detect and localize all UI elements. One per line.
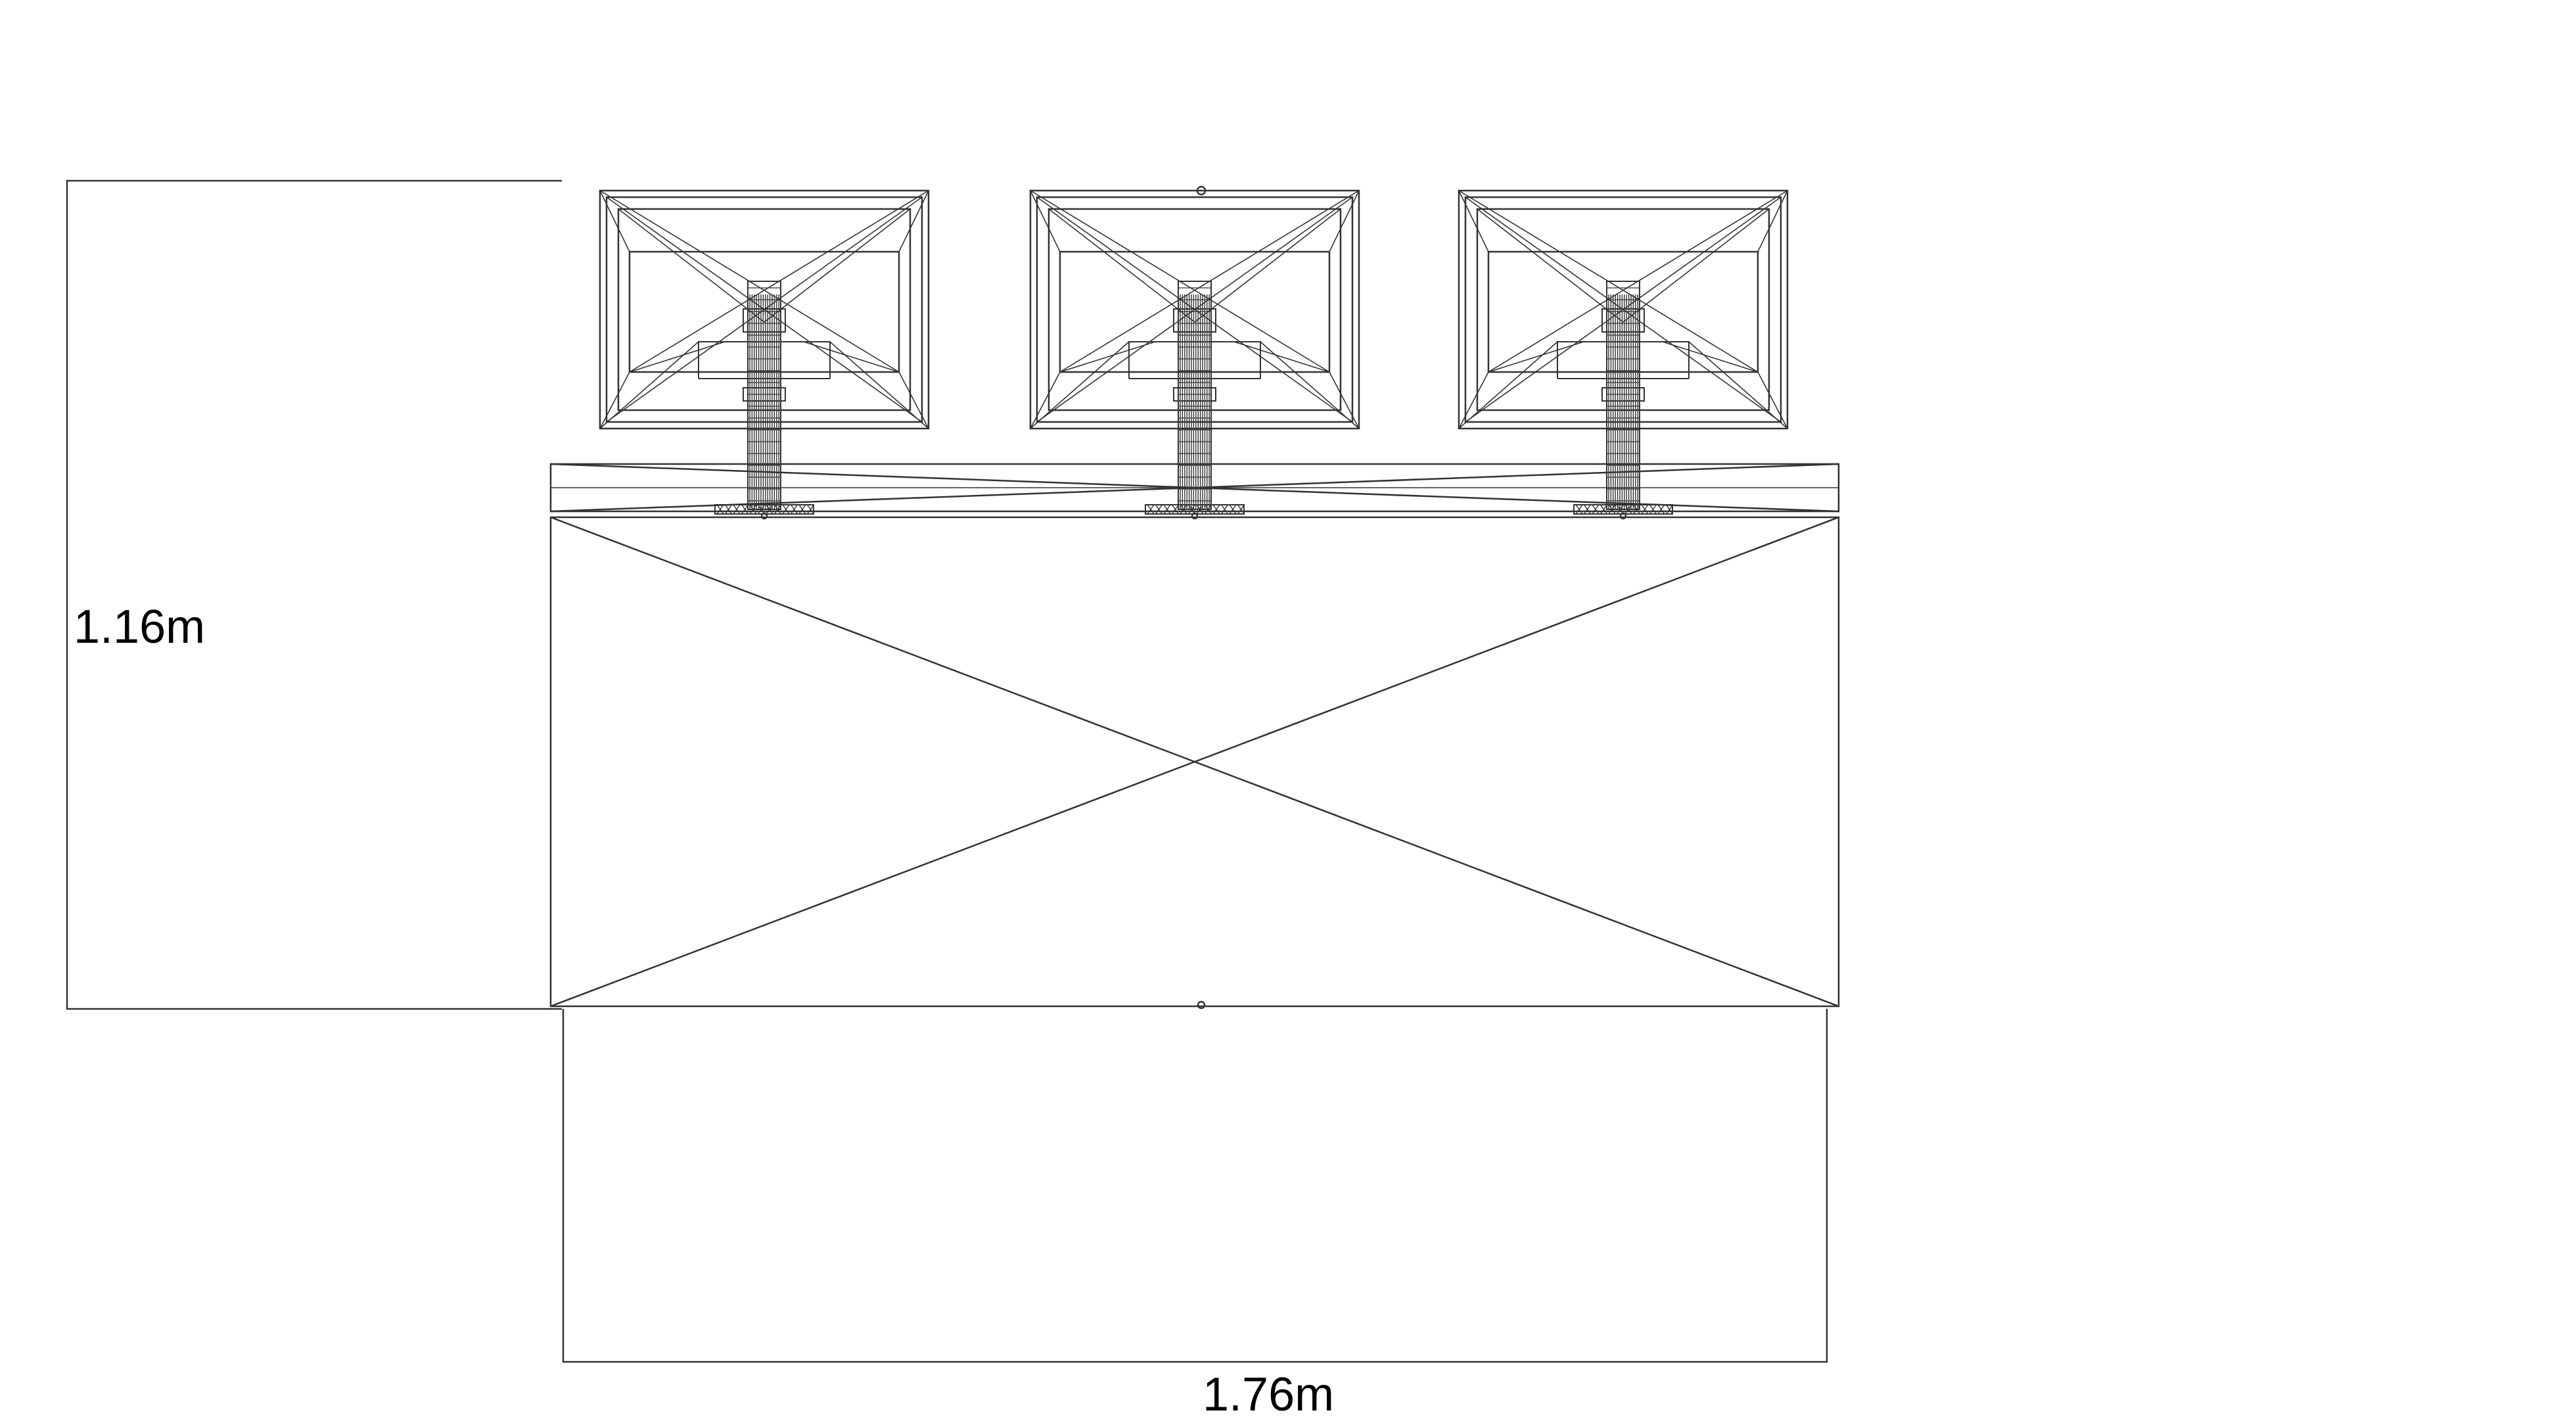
monitor-right	[1458, 189, 1789, 520]
width-dimension-line	[562, 1009, 1828, 1363]
monitor-center	[1029, 189, 1360, 520]
center-marker	[1196, 185, 1207, 196]
height-dimension-line	[66, 179, 562, 1010]
width-dimension-label: 1.76m	[1203, 1368, 1335, 1421]
monitor-left	[599, 189, 930, 520]
desk-front-panel	[549, 516, 1840, 1010]
height-dimension-label: 1.16m	[74, 601, 206, 653]
